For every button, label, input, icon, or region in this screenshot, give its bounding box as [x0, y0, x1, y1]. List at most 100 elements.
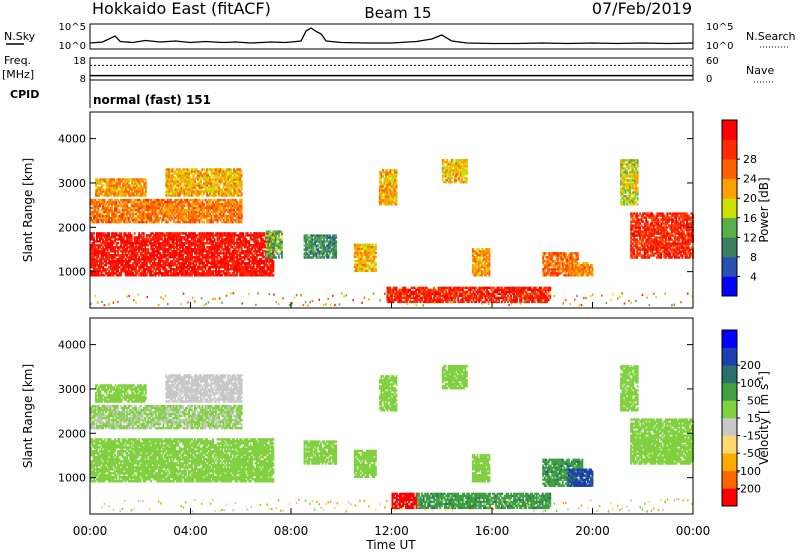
data-cell — [127, 236, 130, 239]
data-cell — [100, 258, 103, 261]
data-cell — [135, 244, 138, 247]
data-cell — [99, 252, 101, 255]
data-cell — [200, 236, 202, 239]
data-cell — [126, 248, 129, 251]
data-cell — [130, 272, 133, 275]
data-cell — [200, 238, 202, 241]
data-cell — [204, 232, 207, 235]
data-cell — [139, 234, 142, 237]
data-cell — [166, 270, 169, 273]
data-cell — [194, 236, 196, 239]
data-cell — [204, 256, 207, 259]
data-cell — [174, 262, 177, 265]
data-cell — [96, 244, 98, 247]
data-cell — [96, 260, 98, 263]
data-cell — [154, 246, 157, 249]
data-cell — [153, 254, 156, 257]
data-cell — [112, 242, 115, 245]
noise-right-tick-bottom: 10^0 — [706, 41, 733, 52]
data-cell — [103, 232, 106, 235]
data-cell — [157, 266, 160, 269]
data-cell — [102, 248, 105, 251]
data-cell — [123, 260, 126, 263]
data-cell — [109, 274, 112, 277]
data-cell — [172, 254, 175, 257]
data-cell — [168, 252, 171, 255]
data-cell — [93, 248, 95, 251]
data-cell — [192, 260, 195, 263]
data-cell — [127, 268, 130, 271]
data-cell — [139, 254, 142, 257]
data-cell — [153, 236, 156, 239]
data-cell — [201, 264, 204, 267]
data-cell — [183, 272, 186, 275]
data-cell — [114, 264, 117, 267]
data-cell — [240, 198, 243, 202]
data-cell — [153, 258, 156, 261]
data-cell — [188, 268, 190, 271]
data-cell — [121, 260, 124, 263]
data-cell — [201, 266, 204, 269]
data-cell — [395, 169, 398, 172]
data-cell — [154, 274, 157, 277]
data-cell — [102, 252, 105, 255]
data-cell — [198, 254, 201, 257]
data-cell — [108, 270, 111, 273]
data-cell — [192, 242, 195, 245]
data-cell — [154, 234, 157, 237]
data-cell — [207, 250, 210, 253]
data-cell — [91, 272, 94, 275]
data-cell — [102, 238, 105, 241]
data-cell — [117, 242, 120, 245]
data-cell — [130, 252, 133, 255]
data-cell — [144, 270, 147, 273]
data-cell — [160, 256, 163, 259]
data-cell — [91, 258, 94, 261]
data-cell — [189, 250, 192, 253]
data-cell — [91, 256, 94, 259]
data-cell — [105, 270, 108, 273]
data-cell — [102, 246, 105, 249]
data-cell — [91, 260, 94, 263]
data-cell — [198, 232, 201, 235]
data-cell — [159, 256, 162, 259]
data-cell — [151, 274, 154, 277]
data-cell — [96, 274, 98, 277]
data-cell — [144, 252, 147, 255]
data-cell — [109, 254, 112, 257]
data-cell — [177, 236, 180, 239]
data-cell — [166, 262, 169, 265]
data-cell — [200, 272, 202, 275]
data-cell — [163, 264, 166, 267]
data-cell — [111, 268, 114, 271]
data-cell — [115, 266, 118, 269]
data-cell — [207, 234, 210, 237]
data-cell — [206, 250, 209, 253]
data-cell — [201, 198, 204, 202]
data-cell — [115, 274, 118, 277]
data-cell — [207, 256, 210, 259]
data-cell — [162, 232, 165, 235]
data-cell — [100, 266, 103, 269]
data-cell — [93, 242, 95, 245]
data-cell — [109, 242, 112, 245]
data-cell — [162, 250, 165, 253]
data-cell — [191, 248, 193, 251]
data-cell — [117, 252, 120, 255]
data-cell — [157, 258, 160, 261]
data-cell — [133, 242, 136, 245]
data-cell — [182, 258, 184, 261]
data-cell — [123, 236, 126, 239]
data-cell — [153, 252, 156, 255]
data-cell — [103, 250, 106, 253]
data-cell — [151, 250, 154, 253]
date-label: 07/Feb/2019 — [592, 0, 692, 18]
data-cell — [168, 236, 171, 239]
data-cell — [148, 262, 151, 265]
data-cell — [168, 254, 171, 257]
data-cell — [175, 274, 178, 277]
data-cell — [147, 260, 150, 263]
data-cell — [114, 254, 117, 257]
data-cell — [171, 238, 174, 241]
data-cell — [171, 268, 174, 271]
